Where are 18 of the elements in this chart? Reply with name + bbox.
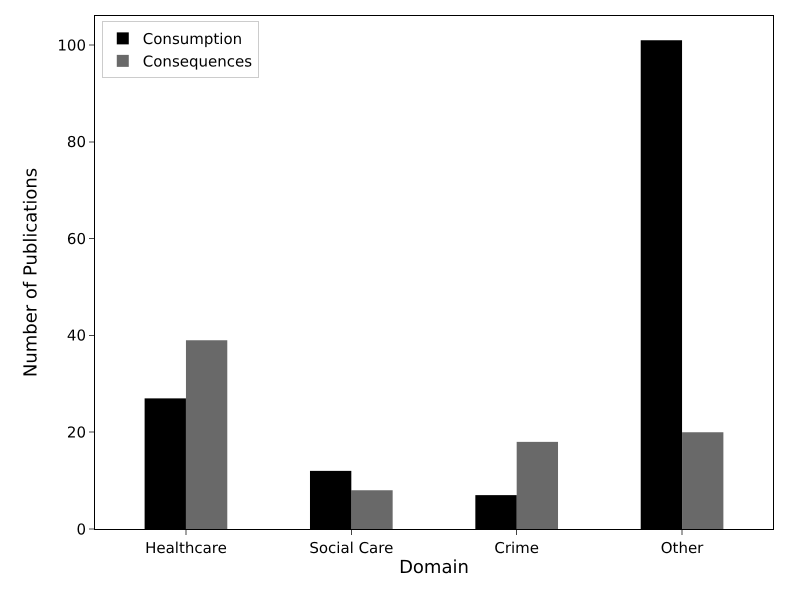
legend-label: Consumption bbox=[142, 30, 242, 48]
y-tick-label: 20 bbox=[66, 423, 86, 442]
bar bbox=[682, 432, 724, 529]
legend-label: Consequences bbox=[142, 52, 252, 71]
x-tick-label: Social Care bbox=[309, 539, 394, 557]
y-tick-label: 40 bbox=[66, 326, 86, 345]
y-tick-label: 80 bbox=[66, 133, 86, 152]
y-tick-label: 100 bbox=[57, 36, 86, 54]
x-tick-label: Other bbox=[660, 539, 704, 557]
y-tick-label: 0 bbox=[76, 520, 86, 538]
bar bbox=[351, 490, 393, 529]
bar bbox=[516, 442, 558, 529]
x-axis-title: Domain bbox=[399, 557, 469, 578]
x-tick-label: Crime bbox=[494, 539, 540, 557]
x-tick-label: Healthcare bbox=[145, 539, 227, 557]
y-axis-title: Number of Publications bbox=[20, 168, 42, 378]
y-tick-label: 60 bbox=[66, 230, 86, 248]
bar bbox=[186, 340, 228, 529]
